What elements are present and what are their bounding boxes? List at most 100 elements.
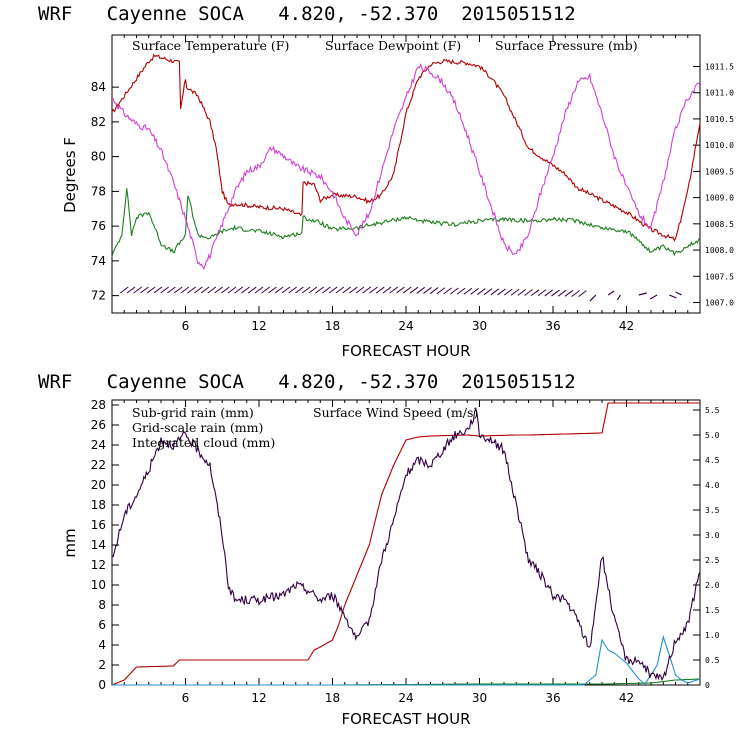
y2-tick-label: 1011.5 <box>705 62 734 71</box>
wind-barb <box>551 289 560 297</box>
x-tick-label: 18 <box>325 319 340 333</box>
x-tick-label: 42 <box>619 691 634 705</box>
y-tick-label: 20 <box>91 478 106 492</box>
wind-barb <box>126 286 136 294</box>
wind-barb <box>510 288 520 296</box>
panel2-y-axis-label: mm <box>61 528 79 557</box>
surface-wind-speed-m-s-line <box>111 406 701 681</box>
legend-gridscale-rain: Grid-scale rain (mm) <box>132 420 263 435</box>
wind-barb <box>180 286 190 294</box>
wind-barb <box>119 286 129 294</box>
y-tick-label: 24 <box>91 438 106 452</box>
y2-tick-label: 1009.5 <box>705 167 734 176</box>
wind-barb <box>322 286 331 294</box>
legend-surface-temperature: Surface Temperature (F) <box>132 38 289 53</box>
wind-barb <box>173 286 183 294</box>
wind-barb <box>463 287 473 295</box>
x-tick-label: 30 <box>472 691 487 705</box>
wind-barb <box>200 286 210 294</box>
wind-barb <box>524 289 533 296</box>
wind-barb <box>564 289 574 297</box>
y-tick-label: 22 <box>91 458 106 472</box>
wind-barb <box>315 286 324 294</box>
x-tick-label: 36 <box>545 319 560 333</box>
wind-barb <box>389 286 399 294</box>
wind-barb <box>194 286 203 294</box>
wind-barb <box>537 289 547 297</box>
panel1-series <box>111 53 701 271</box>
panel1-x-axis-label: FORECAST HOUR <box>341 342 470 360</box>
y-tick-label: 14 <box>91 538 106 552</box>
wind-barb <box>160 286 169 294</box>
wind-barb <box>234 286 244 294</box>
wind-barb <box>396 286 405 294</box>
wind-barb <box>342 286 351 294</box>
wind-barb <box>281 286 291 294</box>
wind-barb <box>382 286 392 294</box>
y-tick-label: 78 <box>91 184 106 198</box>
y-tick-label: 72 <box>91 289 106 303</box>
y2-tick-label: 1008.5 <box>705 220 734 229</box>
y-tick-label: 6 <box>98 618 106 632</box>
wind-barb <box>241 286 250 294</box>
y2-tick-label: 4.5 <box>705 456 720 465</box>
wind-barb <box>349 286 358 294</box>
panel2-title: WRF Cayenne SOCA 4.820, -52.370 20150515… <box>38 371 576 393</box>
wind-barb <box>607 290 615 296</box>
wind-barb <box>517 288 527 296</box>
y-tick-label: 84 <box>91 80 106 94</box>
x-tick-label: 12 <box>251 691 266 705</box>
wind-barb <box>675 291 682 296</box>
wind-barb <box>483 288 493 296</box>
x-tick-label: 24 <box>398 691 413 705</box>
y2-tick-label: 1007.0 <box>705 299 734 308</box>
wind-barb <box>544 289 554 297</box>
y-tick-label: 2 <box>98 658 106 672</box>
panel1-title: WRF Cayenne SOCA 4.820, -52.370 20150515… <box>38 3 576 25</box>
wind-barb <box>187 286 196 294</box>
y2-tick-label: 4.0 <box>705 481 720 490</box>
panel1-y-axis-label: Degrees F <box>61 137 79 213</box>
wind-barb <box>301 286 311 294</box>
wind-barb <box>456 287 466 295</box>
wind-barb <box>133 286 143 294</box>
x-tick-label: 30 <box>472 319 487 333</box>
y-tick-label: 16 <box>91 518 106 532</box>
wind-barb <box>423 287 432 294</box>
wind-barb <box>153 286 163 294</box>
x-tick-label: 18 <box>325 691 340 705</box>
wind-barb <box>638 292 647 296</box>
surface-pressure-mb-line <box>111 63 701 271</box>
surface-dewpoint-f-line <box>111 188 701 258</box>
sub-grid-rain-mm-line <box>111 402 700 686</box>
y2-tick-label: 1010.0 <box>705 141 734 150</box>
y-tick-label: 76 <box>91 219 106 233</box>
y2-tick-label: 1010.5 <box>705 115 734 124</box>
panel2-series <box>111 402 701 686</box>
x-tick-label: 6 <box>182 691 190 705</box>
wind-barb <box>443 287 452 295</box>
wind-barb <box>477 288 486 295</box>
y-tick-label: 12 <box>91 558 106 572</box>
wind-barb <box>335 286 345 294</box>
y-tick-label: 4 <box>98 638 106 652</box>
y2-tick-label: 3.5 <box>705 506 720 515</box>
wind-barb <box>429 287 439 294</box>
x-tick-label: 36 <box>545 691 560 705</box>
wind-barb <box>616 294 621 301</box>
y-tick-label: 10 <box>91 578 106 592</box>
wind-barb <box>416 286 426 294</box>
wind-barb <box>221 286 230 294</box>
y-tick-label: 82 <box>91 115 106 129</box>
integrated-cloud-mm-line <box>112 634 701 686</box>
wind-barb <box>167 286 176 294</box>
wind-barb <box>328 286 338 294</box>
wind-barb <box>578 290 587 298</box>
legend-surface-dewpoint: Surface Dewpoint (F) <box>325 38 461 53</box>
wind-barb <box>409 286 419 294</box>
wind-barb <box>214 286 223 294</box>
y2-tick-label: 0.5 <box>705 656 720 665</box>
y-tick-label: 8 <box>98 598 106 612</box>
panel1-plot-frame <box>111 34 701 314</box>
